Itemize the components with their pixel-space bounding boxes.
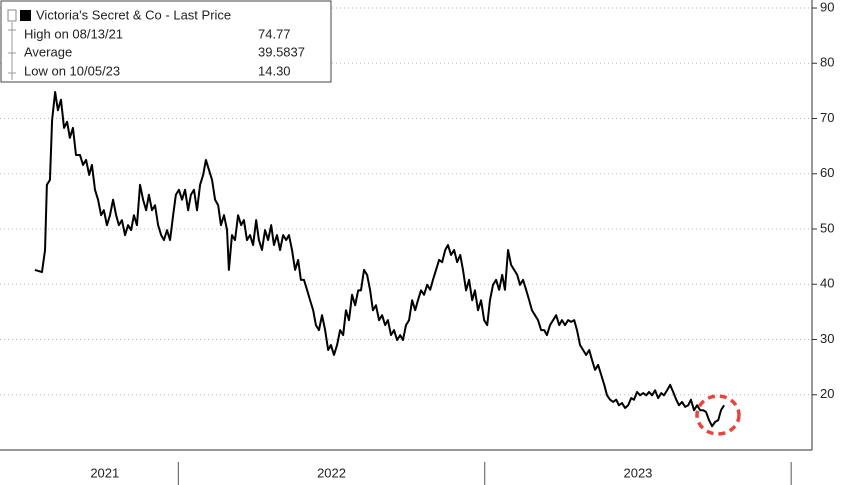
x-tick-label: 2021	[90, 465, 119, 480]
x-tick-label: 2022	[317, 465, 346, 480]
legend-row-label: High on 08/13/21	[24, 26, 123, 41]
highlight-circle	[695, 394, 741, 436]
legend-tree	[8, 22, 16, 80]
legend-row-label: Low on 10/05/23	[24, 63, 120, 78]
legend-row-value: 74.77	[258, 26, 291, 41]
legend: Victoria's Secret & Co - Last Price High…	[0, 0, 332, 83]
plot	[34, 91, 725, 428]
axes: 20 30 40 50 60 70 80 90 2021 2022 2023	[90, 0, 834, 485]
y-tick-label: 50	[820, 220, 834, 235]
y-tick-label: 90	[820, 0, 834, 14]
price-line	[34, 91, 725, 428]
y-tick-label: 60	[820, 165, 834, 180]
y-tick-label: 30	[820, 331, 834, 346]
y-tick-label: 40	[820, 276, 834, 291]
legend-swatch	[20, 10, 31, 21]
y-tick-label: 70	[820, 110, 834, 125]
y-tick-label: 80	[820, 55, 834, 70]
legend-toggle	[7, 9, 17, 22]
x-tick-label: 2023	[623, 465, 652, 480]
y-tick-label: 20	[820, 386, 834, 401]
grid	[0, 7, 812, 396]
legend-title: Victoria's Secret & Co - Last Price	[36, 7, 231, 22]
legend-row-label: Average	[24, 44, 72, 59]
legend-box	[0, 0, 332, 83]
legend-row-value: 39.5837	[258, 44, 305, 59]
legend-row-value: 14.30	[258, 63, 291, 78]
